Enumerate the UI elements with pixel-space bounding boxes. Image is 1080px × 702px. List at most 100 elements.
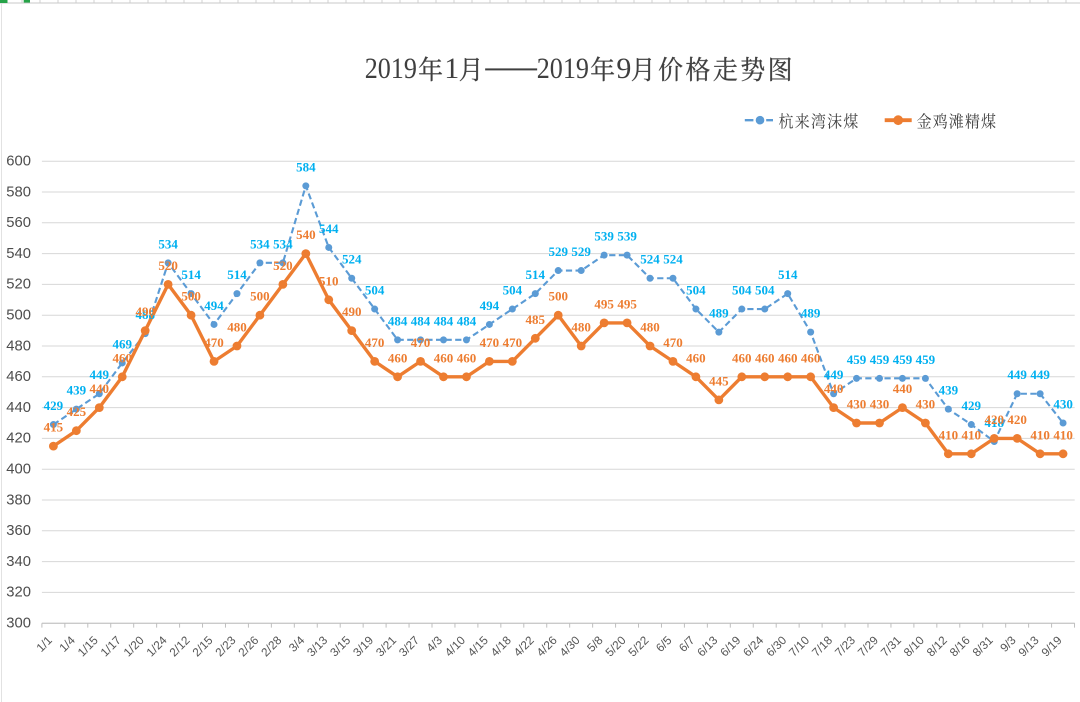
svg-text:470: 470 <box>480 335 500 350</box>
svg-text:529: 529 <box>571 244 591 259</box>
svg-text:514: 514 <box>227 267 247 282</box>
svg-text:459: 459 <box>916 352 936 367</box>
svg-text:420: 420 <box>6 431 31 447</box>
svg-text:440: 440 <box>893 381 913 396</box>
svg-text:480: 480 <box>6 338 31 354</box>
svg-text:539: 539 <box>594 229 614 244</box>
svg-text:540: 540 <box>6 246 31 262</box>
svg-text:430: 430 <box>847 397 867 412</box>
svg-text:490: 490 <box>342 304 362 319</box>
svg-text:494: 494 <box>204 298 224 313</box>
svg-text:470: 470 <box>663 335 683 350</box>
svg-text:1: 1 <box>444 52 459 85</box>
svg-text:460: 460 <box>778 350 798 365</box>
svg-text:410: 410 <box>962 427 982 442</box>
svg-text:429: 429 <box>44 398 64 413</box>
svg-text:484: 484 <box>434 313 454 328</box>
svg-text:440: 440 <box>90 381 110 396</box>
svg-text:449: 449 <box>1030 367 1050 382</box>
svg-text:340: 340 <box>6 554 31 570</box>
svg-text:300: 300 <box>6 616 31 632</box>
svg-text:504: 504 <box>686 283 706 298</box>
svg-text:449: 449 <box>1007 367 1027 382</box>
svg-text:445: 445 <box>709 373 729 388</box>
svg-text:500: 500 <box>250 289 270 304</box>
svg-text:514: 514 <box>526 267 546 282</box>
svg-text:480: 480 <box>640 320 660 335</box>
svg-text:600: 600 <box>6 154 31 170</box>
svg-text:410: 410 <box>1030 427 1050 442</box>
svg-text:470: 470 <box>503 335 523 350</box>
svg-text:504: 504 <box>365 283 385 298</box>
svg-text:495: 495 <box>594 296 614 311</box>
svg-text:489: 489 <box>801 306 821 321</box>
svg-text:500: 500 <box>6 308 31 324</box>
svg-text:470: 470 <box>411 335 431 350</box>
svg-text:494: 494 <box>480 298 500 313</box>
svg-text:470: 470 <box>204 335 224 350</box>
svg-text:520: 520 <box>6 277 31 293</box>
svg-text:425: 425 <box>67 404 87 419</box>
svg-text:514: 514 <box>778 267 798 282</box>
svg-text:534: 534 <box>273 236 293 251</box>
svg-text:524: 524 <box>640 252 660 267</box>
svg-text:2019: 2019 <box>365 52 417 85</box>
svg-text:544: 544 <box>319 221 339 236</box>
svg-text:520: 520 <box>158 258 178 273</box>
svg-text:484: 484 <box>388 313 408 328</box>
svg-text:469: 469 <box>112 336 132 351</box>
svg-text:534: 534 <box>158 236 178 251</box>
svg-text:470: 470 <box>365 335 385 350</box>
svg-text:500: 500 <box>548 289 568 304</box>
svg-text:459: 459 <box>870 352 890 367</box>
svg-text:520: 520 <box>273 258 293 273</box>
svg-text:460: 460 <box>434 350 454 365</box>
svg-text:524: 524 <box>663 252 683 267</box>
svg-text:460: 460 <box>388 350 408 365</box>
svg-text:320: 320 <box>6 585 31 601</box>
svg-text:510: 510 <box>319 273 339 288</box>
svg-text:380: 380 <box>6 492 31 508</box>
svg-text:2019: 2019 <box>537 52 589 85</box>
svg-text:410: 410 <box>939 427 959 442</box>
svg-text:459: 459 <box>847 352 867 367</box>
svg-text:400: 400 <box>6 462 31 478</box>
svg-text:418: 418 <box>984 415 1004 430</box>
svg-text:415: 415 <box>44 420 64 435</box>
svg-text:485: 485 <box>526 312 546 327</box>
svg-text:460: 460 <box>112 350 132 365</box>
svg-text:460: 460 <box>6 369 31 385</box>
svg-text:540: 540 <box>296 227 316 242</box>
svg-text:460: 460 <box>755 350 775 365</box>
svg-text:439: 439 <box>67 383 87 398</box>
svg-text:420: 420 <box>1007 412 1027 427</box>
svg-text:500: 500 <box>181 289 201 304</box>
svg-text:430: 430 <box>916 397 936 412</box>
svg-text:539: 539 <box>617 229 637 244</box>
svg-text:529: 529 <box>548 244 568 259</box>
svg-text:429: 429 <box>962 398 982 413</box>
svg-text:459: 459 <box>893 352 913 367</box>
svg-text:584: 584 <box>296 159 316 174</box>
svg-text:504: 504 <box>755 283 775 298</box>
svg-text:484: 484 <box>411 313 431 328</box>
svg-text:504: 504 <box>503 283 523 298</box>
svg-text:480: 480 <box>227 320 247 335</box>
svg-text:430: 430 <box>1053 397 1073 412</box>
svg-text:460: 460 <box>801 350 821 365</box>
svg-text:495: 495 <box>617 296 637 311</box>
svg-text:440: 440 <box>6 400 31 416</box>
svg-text:514: 514 <box>181 267 201 282</box>
svg-text:534: 534 <box>250 236 270 251</box>
svg-text:484: 484 <box>457 313 477 328</box>
svg-text:504: 504 <box>732 283 752 298</box>
svg-text:489: 489 <box>709 306 729 321</box>
svg-text:490: 490 <box>135 304 155 319</box>
svg-text:560: 560 <box>6 215 31 231</box>
svg-text:410: 410 <box>1053 427 1073 442</box>
svg-text:580: 580 <box>6 184 31 200</box>
svg-text:430: 430 <box>870 397 890 412</box>
svg-text:460: 460 <box>457 350 477 365</box>
svg-text:439: 439 <box>939 383 959 398</box>
svg-text:360: 360 <box>6 523 31 539</box>
